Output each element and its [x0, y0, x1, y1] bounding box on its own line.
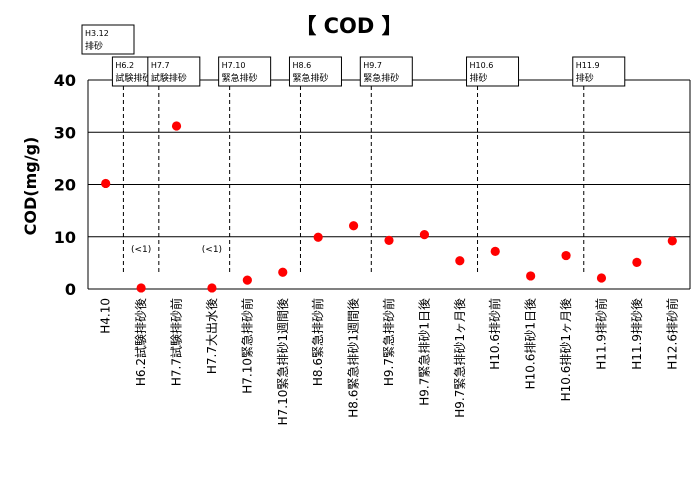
y-tick-label: 20	[54, 176, 76, 195]
event-box: H8.6 緊急排砂	[288, 56, 342, 87]
event-dividers	[122, 86, 585, 272]
event-name: 排砂	[470, 72, 488, 84]
data-point	[419, 230, 430, 240]
y-tick-label: 30	[54, 123, 76, 142]
event-name: 排砂	[576, 72, 594, 84]
event-box-border	[218, 56, 272, 87]
data-point	[490, 246, 500, 256]
grid-lines	[87, 79, 691, 290]
event-box-border	[466, 56, 520, 87]
x-tick-label: H11.9排砂前	[593, 298, 608, 370]
x-tick-label: H9.7緊急排砂1日後	[416, 298, 431, 406]
data-point	[101, 178, 111, 189]
event-date: H7.7	[151, 61, 170, 70]
event-box: H7.7 試験排砂	[147, 56, 201, 87]
event-box: H11.9 排砂	[572, 56, 626, 87]
event-box: H10.6 排砂	[466, 56, 520, 87]
chart-title: 【 COD 】	[295, 14, 402, 38]
event-box: H7.10 緊急排砂	[218, 56, 272, 87]
x-tick-label: H10.6排砂1日後	[524, 298, 538, 389]
y-tick-label: 0	[65, 280, 76, 299]
data-point	[278, 267, 288, 277]
x-tick-label: H10.6排砂1ヶ月後	[559, 298, 573, 401]
x-tick-label: H7.7大出水後	[205, 298, 219, 374]
y-axis-label: COD(mg/g)	[21, 137, 40, 236]
event-name: 試験排砂	[115, 72, 151, 84]
event-box-border	[359, 56, 413, 87]
x-tick-label: H9.7緊急排砂前	[381, 298, 396, 386]
event-box-border	[288, 56, 342, 87]
data-point	[384, 235, 394, 246]
x-tick-label: H11.9排砂後	[630, 298, 644, 370]
data-point	[136, 283, 146, 293]
x-tick-label: H8.6緊急排砂1週間後	[346, 298, 361, 418]
event-box-border	[572, 56, 626, 87]
y-tick-label: 40	[54, 71, 76, 90]
event-box-border	[147, 56, 201, 87]
event-name: 緊急排砂	[222, 72, 258, 84]
event-date: H8.6	[292, 61, 311, 70]
y-tick-label: 10	[54, 228, 76, 247]
data-points	[101, 121, 677, 293]
data-point	[171, 121, 182, 131]
point-labels: (<1) (<1)	[131, 245, 222, 255]
data-point	[313, 232, 323, 242]
point-label: (<1)	[202, 245, 222, 255]
x-tick-label: H8.6緊急排砂前	[310, 298, 325, 386]
data-point	[596, 273, 607, 283]
data-point	[348, 221, 359, 231]
x-tick-label: H7.10緊急排砂1週間後	[275, 298, 290, 425]
data-point	[526, 271, 536, 281]
event-date: H11.9	[576, 61, 600, 70]
data-point	[207, 283, 217, 293]
event-date: H9.7	[363, 61, 382, 70]
data-point	[455, 256, 465, 266]
event-labels: H3.12排砂H6.2試験排砂H7.7試験排砂H7.10緊急排砂H8.6緊急排砂…	[81, 24, 626, 87]
event-date: H7.10	[222, 61, 246, 70]
data-point	[242, 275, 252, 285]
x-tick-label: H9.7緊急排砂1ヶ月後	[452, 298, 467, 418]
point-label: (<1)	[131, 245, 151, 255]
event-date: H3.12	[85, 29, 109, 38]
event-box-border	[81, 24, 135, 55]
x-tick-label: H12.6排砂前	[664, 298, 679, 370]
x-tick-label: H10.6排砂前	[487, 298, 502, 370]
event-box: H9.7 緊急排砂	[359, 56, 413, 87]
x-tick-label: H7.7試験排砂前	[169, 298, 184, 386]
data-point	[632, 257, 642, 267]
x-tick-label: H6.2試験排砂後	[133, 298, 148, 386]
event-date: H6.2	[115, 61, 134, 70]
data-point	[561, 250, 571, 261]
event-name: 試験排砂	[151, 72, 187, 84]
x-tick-label: H7.10緊急排砂前	[239, 298, 254, 394]
x-tick-label: H4.10	[99, 298, 113, 334]
event-box: H3.12 排砂	[81, 24, 135, 55]
y-tick-labels: 0 10 20 30 40	[54, 71, 76, 299]
event-name: 緊急排砂	[292, 72, 328, 84]
event-date: H10.6	[470, 61, 494, 70]
x-tick-labels: H4.10 H6.2試験排砂後 H7.7試験排砂前 H7.7大出水後 H7.10緊急排砂…	[99, 298, 680, 425]
event-name: 排砂	[85, 40, 103, 52]
data-point	[667, 236, 677, 246]
event-name: 緊急排砂	[363, 72, 399, 84]
